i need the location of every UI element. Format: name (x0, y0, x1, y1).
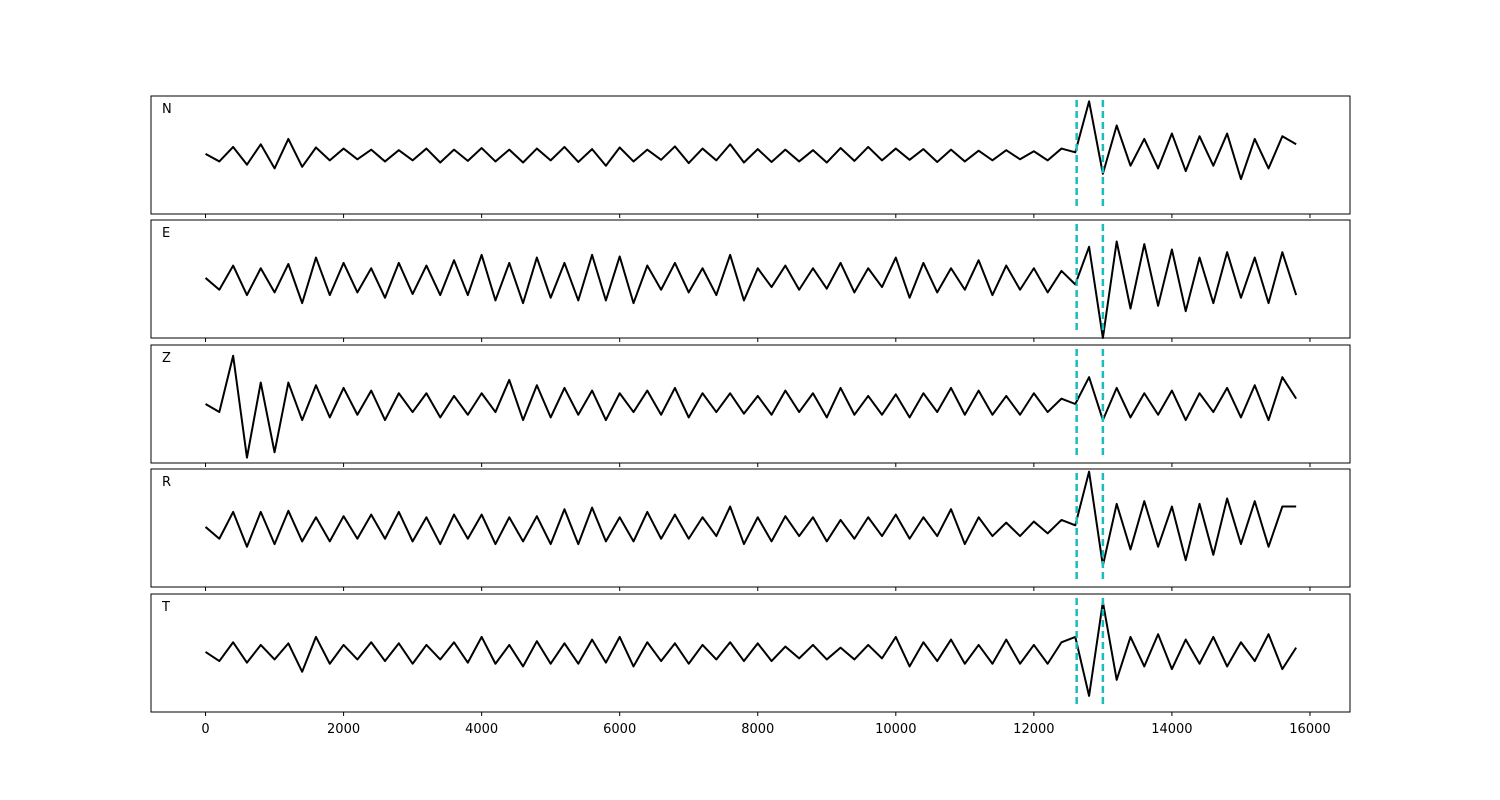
panel-frame (150, 219, 1351, 339)
panel-label: N (162, 102, 172, 117)
trace (205, 100, 1297, 181)
x-tick-label: 16000 (1289, 722, 1330, 737)
x-tick-label: 4000 (465, 722, 498, 737)
panel-frame (150, 468, 1351, 588)
trace (205, 354, 1298, 459)
trace (204, 240, 1298, 339)
panel-frame (150, 344, 1351, 464)
x-tick-label: 0 (201, 722, 209, 737)
x-tick-label: 2000 (327, 722, 360, 737)
panel-label: T (161, 600, 170, 615)
x-tick-label: 14000 (1151, 722, 1192, 737)
x-tick-label: 12000 (1013, 722, 1054, 737)
panel-label: Z (162, 351, 171, 366)
panel-label: E (162, 226, 170, 241)
trace (204, 470, 1297, 567)
panel-frame (150, 593, 1351, 713)
x-tick-label: 8000 (741, 722, 774, 737)
x-tick-label: 6000 (603, 722, 636, 737)
trace (204, 601, 1298, 697)
x-tick-label: 10000 (875, 722, 916, 737)
panel-frame (150, 95, 1351, 215)
panel-label: R (162, 475, 171, 490)
